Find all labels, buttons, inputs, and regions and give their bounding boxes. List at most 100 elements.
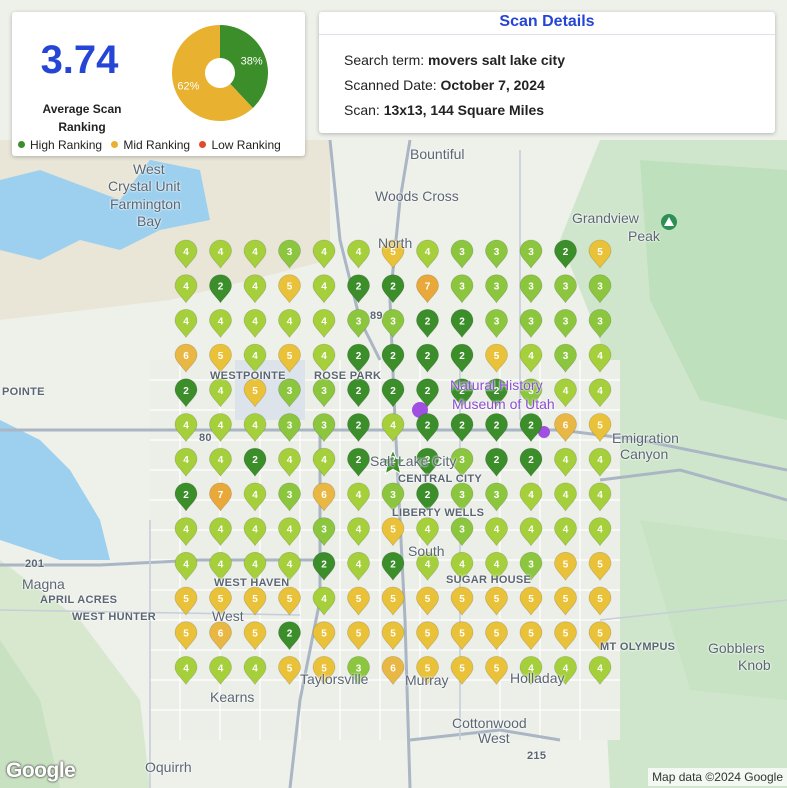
ranking-pin[interactable]: 2 [381,274,405,304]
ranking-pin[interactable]: 5 [278,343,301,373]
ranking-pin[interactable]: 2 [485,447,508,477]
ranking-pin[interactable]: 5 [278,656,301,686]
ranking-pin[interactable]: 4 [381,413,405,443]
ranking-pin[interactable]: 4 [588,656,612,686]
ranking-pin[interactable]: 4 [554,447,577,477]
ranking-pin[interactable]: 4 [174,551,198,582]
ranking-pin[interactable]: 4 [278,517,301,547]
ranking-pin[interactable]: 5 [312,656,336,686]
ranking-pin[interactable]: 5 [416,656,439,686]
ranking-pin[interactable]: 4 [243,343,267,373]
ranking-pin[interactable]: 4 [347,239,370,269]
ranking-pin[interactable]: 2 [450,378,474,408]
ranking-pin[interactable]: 2 [347,413,370,443]
ranking-pin[interactable]: 4 [209,656,232,686]
ranking-pin[interactable]: 2 [416,343,439,373]
ranking-pin[interactable]: 2 [347,447,370,477]
ranking-pin[interactable]: 3 [554,343,577,373]
ranking-pin[interactable]: 3 [450,274,474,304]
ranking-pin[interactable]: 4 [588,482,612,512]
ranking-pin[interactable]: 4 [312,274,336,304]
ranking-pin[interactable]: 3 [450,447,474,477]
ranking-pin[interactable]: 3 [485,309,508,339]
ranking-pin[interactable]: 4 [312,586,336,616]
ranking-pin[interactable]: 4 [209,239,232,269]
ranking-pin[interactable]: 3 [312,413,336,443]
ranking-pin[interactable]: 6 [554,413,577,443]
ranking-pin[interactable]: 2 [379,448,407,475]
ranking-pin[interactable]: 2 [347,274,370,304]
ranking-pin[interactable]: 5 [381,517,405,547]
ranking-pin[interactable]: 5 [243,586,267,616]
ranking-pin[interactable]: 6 [174,343,198,373]
ranking-pin[interactable]: 4 [554,517,577,547]
ranking-pin[interactable]: 3 [278,378,301,408]
ranking-pin[interactable]: 4 [588,343,612,373]
ranking-pin[interactable]: 5 [485,586,508,616]
ranking-pin[interactable]: 4 [347,482,370,512]
ranking-pin[interactable]: 5 [588,621,612,651]
ranking-pin[interactable]: 5 [243,378,267,408]
ranking-pin[interactable]: 3 [588,309,612,339]
ranking-pin[interactable]: 6 [209,621,232,651]
ranking-pin[interactable]: 4 [209,309,232,339]
ranking-pin[interactable]: 5 [588,413,612,443]
ranking-pin[interactable]: 4 [588,378,612,408]
ranking-pin[interactable]: 2 [174,378,198,408]
ranking-pin[interactable]: 2 [519,447,543,477]
ranking-pin[interactable]: 4 [554,656,577,686]
ranking-pin[interactable]: 3 [554,309,577,339]
ranking-pin[interactable]: 4 [243,413,267,443]
ranking-pin[interactable]: 4 [174,239,198,269]
ranking-pin[interactable]: 3 [278,482,301,512]
ranking-pin[interactable]: 4 [174,656,198,686]
ranking-pin[interactable]: 3 [381,309,405,339]
ranking-pin[interactable]: 5 [174,621,198,651]
ranking-pin[interactable]: 3 [554,274,577,304]
ranking-pin[interactable]: 2 [209,274,232,304]
ranking-pin[interactable]: 3 [450,239,474,269]
ranking-pin[interactable]: 5 [416,621,439,651]
ranking-pin[interactable]: 5 [381,586,405,616]
ranking-pin[interactable]: 5 [554,586,577,616]
ranking-pin[interactable]: 2 [347,378,370,408]
ranking-pin[interactable]: 6 [312,482,336,512]
ranking-pin[interactable]: 4 [519,482,543,512]
ranking-pin[interactable]: 3 [450,482,474,512]
ranking-pin[interactable]: 2 [519,413,543,443]
ranking-pin[interactable]: 4 [243,656,267,686]
ranking-pin[interactable]: 5 [588,239,612,269]
ranking-pin[interactable]: 3 [450,517,474,547]
ranking-pin[interactable]: 2 [450,309,474,339]
ranking-pin[interactable]: 2 [416,447,439,477]
ranking-pin[interactable]: 3 [519,378,543,408]
ranking-pin[interactable]: 2 [381,551,405,582]
ranking-pin[interactable]: 5 [381,621,405,651]
ranking-pin[interactable]: 3 [485,239,508,269]
ranking-pin[interactable]: 5 [485,343,508,373]
ranking-pin[interactable]: 2 [416,482,439,512]
ranking-pin[interactable]: 4 [243,239,267,269]
ranking-pin[interactable]: 5 [416,586,439,616]
ranking-pin[interactable]: 2 [243,447,267,477]
ranking-pin[interactable]: 3 [347,309,370,339]
ranking-pin[interactable]: 4 [243,274,267,304]
ranking-pin[interactable]: 5 [485,621,508,651]
ranking-pin[interactable]: 5 [519,586,543,616]
ranking-pin[interactable]: 4 [347,517,370,547]
ranking-pin[interactable]: 2 [416,378,439,408]
ranking-pin[interactable]: 5 [485,656,508,686]
ranking-pin[interactable]: 5 [312,621,336,651]
ranking-pin[interactable]: 2 [347,343,370,373]
ranking-pin[interactable]: 4 [450,551,474,582]
ranking-pin[interactable]: 4 [278,447,301,477]
ranking-pin[interactable]: 5 [174,586,198,616]
ranking-pin[interactable]: 4 [209,517,232,547]
ranking-pin[interactable]: 4 [519,343,543,373]
ranking-pin[interactable]: 2 [554,239,577,269]
ranking-pin[interactable]: 4 [312,239,336,269]
ranking-pin[interactable]: 2 [450,343,474,373]
ranking-pin[interactable]: 5 [554,551,577,582]
ranking-pin[interactable]: 3 [519,239,543,269]
ranking-pin[interactable]: 4 [174,274,198,304]
